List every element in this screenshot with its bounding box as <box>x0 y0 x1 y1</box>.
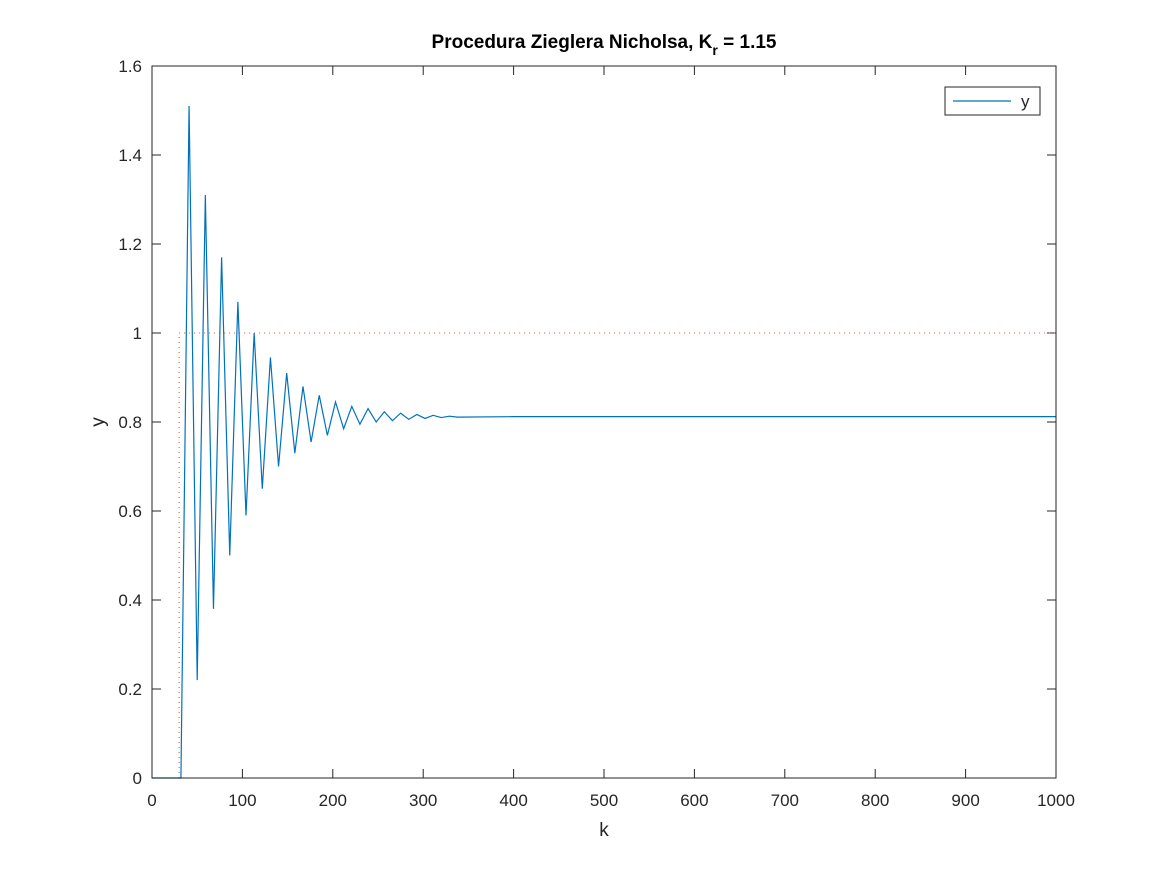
x-tick-label: 800 <box>861 791 889 810</box>
x-tick-label: 600 <box>680 791 708 810</box>
x-tick-label: 900 <box>951 791 979 810</box>
x-tick-label: 700 <box>771 791 799 810</box>
y-tick-label: 1 <box>133 324 142 343</box>
y-tick-label: 0.4 <box>118 591 142 610</box>
y-tick-label: 0.6 <box>118 502 142 521</box>
x-tick-label: 300 <box>409 791 437 810</box>
legend-label: y <box>1021 92 1030 111</box>
data-line <box>152 106 1056 779</box>
x-tick-label: 400 <box>499 791 527 810</box>
x-tick-label: 1000 <box>1037 791 1075 810</box>
y-tick-label: 1.4 <box>118 146 142 165</box>
reference-line <box>178 332 1056 778</box>
x-tick-label: 200 <box>319 791 347 810</box>
title-suffix: = 1.15 <box>718 32 777 53</box>
y-tick-label: 1.6 <box>118 57 142 76</box>
chart-title: Procedura Zieglera Nicholsa, Kr = 1.15 <box>432 32 777 58</box>
y-tick-label: 1.2 <box>118 235 142 254</box>
title-main: Procedura Zieglera Nicholsa, K <box>432 32 713 53</box>
y-axis-label: y <box>88 417 109 427</box>
title-subscript: r <box>712 42 718 58</box>
y-tick-label: 0.8 <box>118 413 142 432</box>
x-tick-label: 500 <box>590 791 618 810</box>
y-tick-label: 0 <box>133 769 142 788</box>
plot-frame <box>151 65 1057 779</box>
x-tick-label: 0 <box>147 791 156 810</box>
x-tick-label: 100 <box>228 791 256 810</box>
y-tick-label: 0.2 <box>118 680 142 699</box>
x-axis-label: k <box>599 820 609 841</box>
